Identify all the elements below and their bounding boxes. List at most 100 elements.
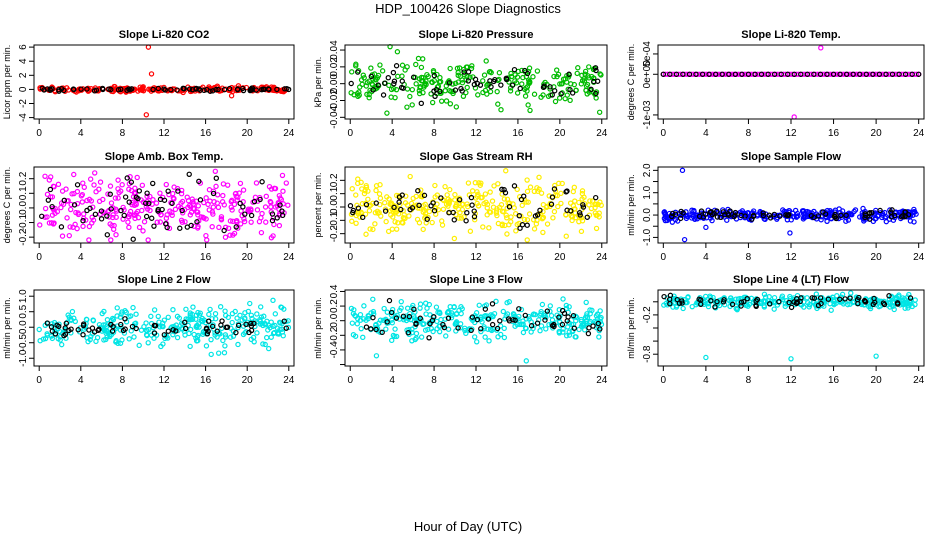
reference-point — [396, 194, 403, 200]
reference-point — [91, 329, 98, 335]
data-point — [575, 65, 581, 71]
data-point — [158, 85, 164, 91]
data-point — [136, 342, 142, 349]
reference-point — [494, 325, 501, 332]
data-point — [478, 194, 484, 201]
reference-point — [857, 71, 863, 77]
data-point — [68, 201, 74, 208]
data-point — [80, 223, 86, 230]
data-point — [157, 219, 163, 225]
data-point — [404, 86, 411, 92]
data-point — [361, 303, 367, 309]
data-point — [892, 214, 898, 221]
y-tick-label: 0.0 — [642, 208, 653, 222]
outlier-point — [373, 353, 380, 359]
x-tick-label: 8 — [431, 375, 437, 386]
reference-point — [259, 179, 265, 185]
data-point — [593, 225, 600, 232]
outlier-point — [791, 114, 797, 120]
data-point — [222, 332, 229, 338]
data-point — [597, 308, 603, 314]
reference-point — [488, 84, 494, 90]
data-point — [158, 212, 164, 218]
reference-point — [133, 325, 139, 332]
data-point — [598, 202, 604, 208]
data-point — [521, 216, 528, 223]
data-point — [163, 215, 170, 221]
data-point — [906, 298, 913, 304]
reference-point — [431, 207, 438, 214]
reference-point — [283, 325, 289, 331]
reference-point — [771, 211, 778, 218]
reference-point — [902, 71, 909, 77]
data-point — [382, 206, 389, 212]
data-point — [503, 168, 509, 174]
x-tick-label: 20 — [554, 128, 566, 139]
reference-point — [193, 86, 199, 92]
data-point — [217, 331, 223, 337]
reference-point — [551, 186, 558, 192]
reference-point — [86, 327, 92, 333]
reference-point — [375, 82, 381, 88]
data-point — [524, 217, 531, 223]
data-point — [215, 204, 222, 211]
data-point — [418, 187, 424, 193]
reference-point — [502, 190, 509, 196]
data-point — [448, 314, 455, 321]
data-point — [576, 199, 582, 206]
reference-point — [567, 86, 573, 93]
reference-point — [542, 317, 548, 323]
reference-point — [382, 208, 389, 214]
data-point — [160, 341, 166, 347]
reference-point — [416, 202, 422, 209]
data-point — [217, 303, 224, 310]
data-point — [485, 326, 491, 332]
x-tick-label: 16 — [200, 375, 212, 386]
x-tick-label: 12 — [158, 128, 170, 139]
reference-point — [248, 87, 254, 93]
reference-point — [661, 293, 667, 300]
outlier-point — [143, 112, 150, 118]
data-point — [170, 195, 176, 201]
reference-point — [489, 321, 496, 328]
data-point — [689, 303, 695, 310]
data-point — [159, 323, 165, 329]
reference-point — [265, 86, 272, 92]
x-tick-label: 4 — [389, 375, 395, 386]
reference-point — [883, 71, 889, 77]
data-point — [404, 104, 410, 110]
data-point — [243, 328, 249, 335]
y-axis-label: Licor ppm per min. — [2, 45, 12, 120]
data-point — [74, 200, 81, 207]
outlier-point — [679, 167, 686, 174]
data-point — [463, 330, 469, 337]
data-points — [36, 297, 292, 358]
reference-point — [580, 202, 586, 208]
data-point — [366, 208, 373, 214]
data-point — [187, 314, 194, 320]
reference-point — [274, 215, 280, 221]
data-point — [453, 319, 460, 325]
data-point — [829, 294, 836, 300]
reference-point — [571, 325, 578, 331]
data-point — [170, 331, 176, 338]
data-point — [557, 81, 563, 87]
reference-point — [693, 71, 699, 77]
data-point — [143, 320, 149, 326]
reference-point — [824, 71, 830, 77]
data-point — [520, 329, 527, 336]
reference-point — [87, 205, 93, 212]
data-point — [436, 328, 443, 335]
data-point — [478, 316, 484, 323]
reference-point — [577, 212, 583, 218]
x-tick-label: 4 — [389, 252, 395, 263]
data-point — [804, 295, 810, 301]
data-point — [910, 209, 916, 216]
data-point — [358, 77, 365, 83]
reference-point — [363, 201, 370, 208]
y-tick-label: -2 — [18, 99, 29, 108]
data-point — [108, 200, 115, 206]
data-point — [460, 93, 467, 100]
data-point — [476, 180, 482, 186]
reference-point — [521, 193, 527, 199]
